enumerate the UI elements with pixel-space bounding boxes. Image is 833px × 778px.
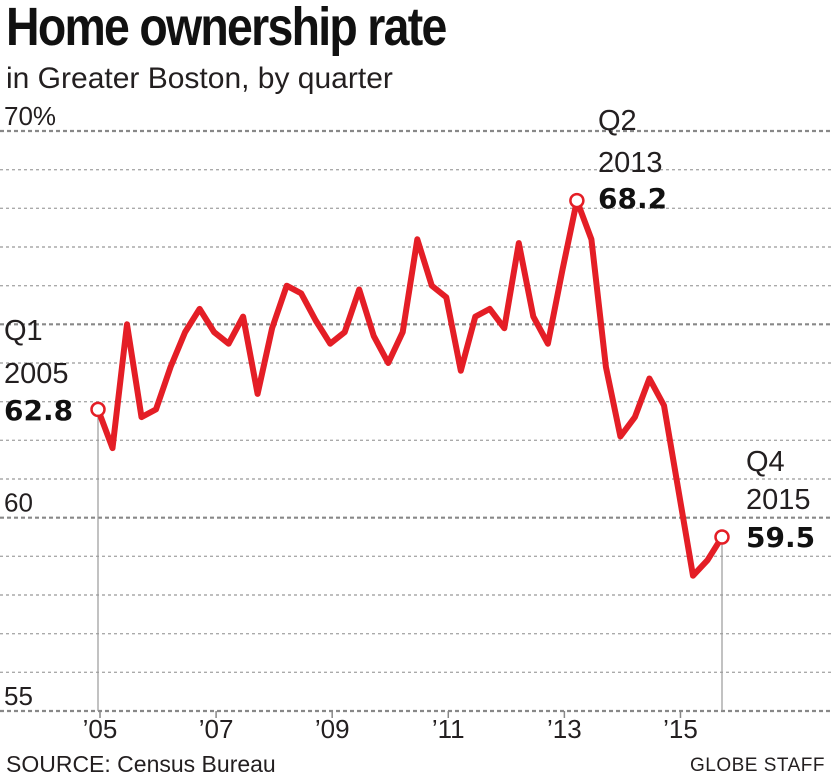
x-tick-label: ’11 bbox=[432, 714, 465, 744]
annotation-year: 2013 bbox=[598, 147, 663, 179]
x-tick-label: ’07 bbox=[199, 714, 234, 744]
series-line bbox=[95, 197, 725, 579]
annotation-value: 62.8 bbox=[4, 394, 73, 427]
x-tick-label: ’13 bbox=[547, 714, 582, 744]
chart-subtitle: in Greater Boston, by quarter bbox=[6, 62, 393, 95]
annotation-marker bbox=[90, 401, 106, 418]
source-note: SOURCE: Census Bureau bbox=[6, 751, 276, 777]
y-tick-label: 55 bbox=[4, 681, 33, 711]
x-tick-label: ’09 bbox=[315, 714, 350, 744]
annotation-value: 68.2 bbox=[598, 182, 667, 215]
y-tick-label: 70% bbox=[4, 101, 56, 131]
line-chart: 70% 60 55 ’05 ’07 ’09 ’11 ’13 ’15 Q1 2005 62.8 Q2 20… bbox=[0, 101, 833, 744]
annotation-period: Q4 bbox=[746, 446, 785, 478]
series-line-path bbox=[95, 197, 725, 579]
chart-title: Home ownership rate bbox=[6, 0, 447, 57]
credit-note: GLOBE STAFF bbox=[689, 755, 825, 776]
annotation-period: Q2 bbox=[598, 105, 637, 137]
annotation-value: 59.5 bbox=[746, 521, 815, 554]
annotation-marker bbox=[569, 192, 585, 209]
axis-ticks: 70% 60 55 ’05 ’07 ’09 ’11 ’13 ’15 bbox=[4, 101, 698, 744]
x-tick-label: ’15 bbox=[663, 714, 698, 744]
annotation-marker bbox=[714, 529, 730, 545]
annotation-period: Q1 bbox=[4, 315, 43, 347]
annotation-year: 2015 bbox=[746, 484, 811, 516]
annotation-year: 2005 bbox=[4, 358, 69, 390]
gridlines bbox=[0, 129, 833, 713]
x-tick-label: ’05 bbox=[83, 714, 118, 744]
annotation-leaders bbox=[97, 409, 723, 711]
y-tick-label: 60 bbox=[4, 488, 33, 518]
